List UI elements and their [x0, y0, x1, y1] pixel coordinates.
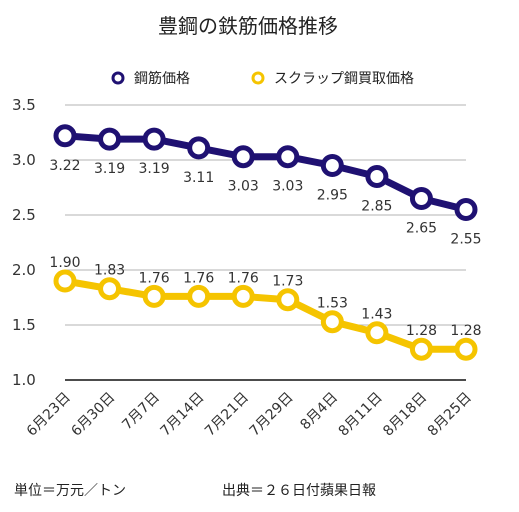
- x-tick-label: 7月7日: [119, 390, 163, 434]
- data-point: [276, 288, 300, 312]
- legend: 鋼筋価格 スクラップ鋼買取価格: [111, 70, 414, 87]
- y-axis: 1.0 1.5 2.0 2.5 3.0 3.5: [12, 96, 36, 389]
- legend-marker-scrap: [251, 71, 265, 85]
- data-label: 1.28: [450, 323, 481, 339]
- data-label: 1.76: [139, 270, 170, 286]
- chart-title: 豊鋼の鉄筋価格推移: [158, 14, 338, 38]
- legend-label-scrap: スクラップ鋼買取価格: [274, 71, 414, 87]
- data-point: [53, 124, 77, 148]
- data-point: [320, 310, 344, 334]
- data-point: [53, 269, 77, 293]
- x-tick-label: 8月25日: [425, 390, 475, 440]
- data-label: 1.83: [94, 263, 125, 279]
- y-tick-label: 3.5: [12, 96, 36, 114]
- x-tick-label: 6月30日: [68, 390, 118, 440]
- unit-note: 単位＝万元／トン: [14, 483, 126, 499]
- data-point: [231, 145, 255, 169]
- data-label: 1.76: [183, 270, 214, 286]
- data-point: [409, 187, 433, 210]
- y-tick-label: 2.5: [12, 206, 36, 224]
- source-note: 出典＝２６日付蘋果日報: [222, 483, 376, 499]
- data-point: [365, 165, 389, 188]
- data-point: [409, 337, 433, 361]
- data-label: 2.85: [361, 199, 392, 215]
- x-tick-label: 8月11日: [336, 390, 386, 440]
- data-label: 3.19: [94, 161, 125, 177]
- data-point: [142, 284, 166, 308]
- x-tick-label: 7月21日: [202, 390, 252, 440]
- data-label: 1.53: [317, 296, 348, 312]
- data-point: [187, 284, 211, 308]
- data-point: [231, 284, 255, 308]
- data-point: [187, 136, 211, 160]
- y-tick-label: 2.0: [12, 261, 36, 279]
- data-point: [276, 145, 300, 169]
- data-label: 3.22: [49, 158, 80, 174]
- series-1: 1.90 1.83 1.76 1.76 1.76 1.73 1.53 1.43 1.28 1.28: [49, 255, 482, 361]
- data-label: 3.03: [228, 179, 259, 195]
- data-label: 3.19: [139, 161, 170, 177]
- data-point: [365, 321, 389, 345]
- data-point: [454, 337, 478, 361]
- series-line: [61, 132, 470, 213]
- series-group: 3.22 3.19 3.19 3.11 3.03 3.03 2.95 2.85 2.65 2.55…: [49, 124, 482, 361]
- series-0: 3.22 3.19 3.19 3.11 3.03 3.03 2.95 2.85 2.65 2.55: [49, 124, 482, 248]
- x-tick-label: 8月18日: [380, 390, 430, 440]
- data-point: [320, 154, 344, 177]
- data-point: [454, 198, 478, 221]
- data-label: 2.65: [406, 221, 437, 237]
- y-tick-label: 1.5: [12, 316, 36, 334]
- data-label: 3.11: [183, 170, 214, 186]
- data-label: 1.28: [406, 323, 437, 339]
- data-point: [142, 127, 166, 151]
- data-point: [98, 277, 122, 301]
- data-label: 1.73: [272, 274, 303, 290]
- y-tick-label: 1.0: [12, 371, 36, 389]
- x-tick-label: 7月14日: [157, 390, 207, 440]
- series-line: [61, 277, 470, 353]
- legend-marker-rebar: [111, 71, 125, 85]
- x-tick-label: 7月29日: [247, 390, 297, 440]
- data-label: 2.95: [317, 188, 348, 204]
- x-tick-label: 8月4日: [297, 390, 341, 434]
- data-label: 1.76: [228, 270, 259, 286]
- data-label: 2.55: [450, 232, 481, 248]
- data-label: 3.03: [272, 179, 303, 195]
- legend-label-rebar: 鋼筋価格: [134, 70, 190, 87]
- x-tick-label: 6月23日: [24, 390, 74, 440]
- data-label: 1.43: [361, 307, 392, 323]
- data-point: [98, 127, 122, 151]
- y-tick-label: 3.0: [12, 151, 36, 169]
- data-label: 1.90: [49, 255, 80, 271]
